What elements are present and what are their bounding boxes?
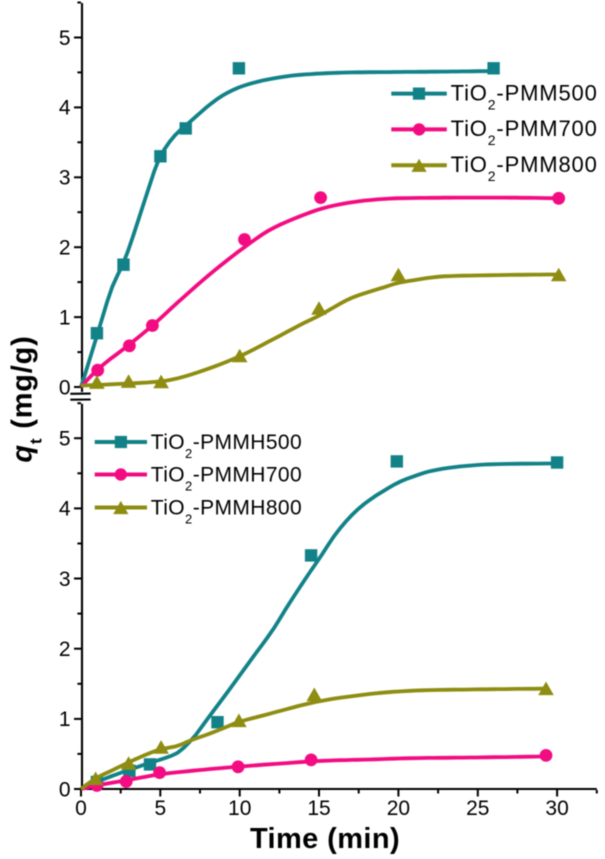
svg-text:4: 4 [59,97,71,120]
svg-text:15: 15 [307,797,330,820]
svg-text:1: 1 [59,306,71,329]
svg-text:0: 0 [75,797,87,820]
svg-text:5: 5 [154,797,166,820]
svg-text:30: 30 [545,797,568,820]
svg-text:3: 3 [59,568,71,591]
svg-text:25: 25 [466,797,489,820]
svg-text:1: 1 [59,708,71,731]
svg-text:10: 10 [228,797,251,820]
svg-text:2: 2 [59,638,71,661]
svg-text:Time (min): Time (min) [250,823,400,855]
svg-text:qt (mg/g): qt (mg/g) [7,335,46,462]
svg-text:5: 5 [59,428,71,451]
svg-text:20: 20 [387,797,410,820]
svg-text:0: 0 [59,778,71,801]
svg-text:0: 0 [59,376,71,399]
svg-text:5: 5 [59,27,71,50]
svg-text:3: 3 [59,167,71,190]
svg-text:2: 2 [59,237,71,260]
svg-text:4: 4 [59,498,71,521]
